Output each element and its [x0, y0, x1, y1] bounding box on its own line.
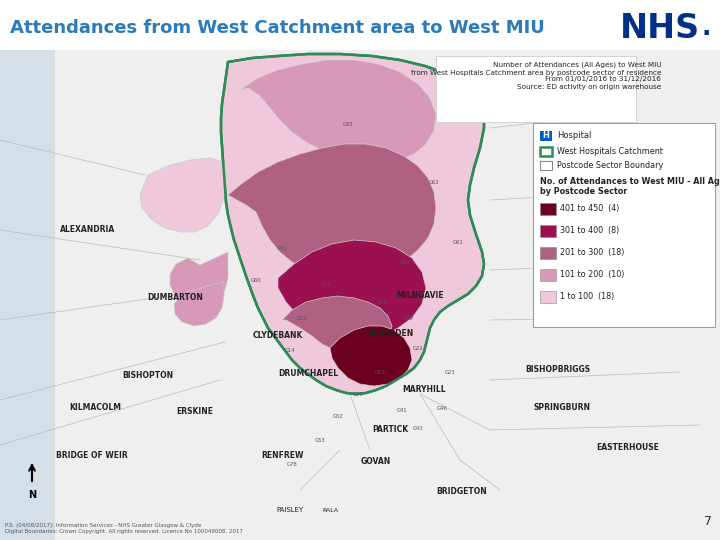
Text: G41: G41 [397, 408, 408, 413]
Text: G62: G62 [428, 179, 439, 185]
Text: BRIDGE OF WEIR: BRIDGE OF WEIR [56, 450, 128, 460]
Polygon shape [140, 158, 226, 232]
Text: LENNOXTOWN: LENNOXTOWN [533, 255, 595, 265]
Polygon shape [228, 144, 436, 278]
Bar [540, 161, 552, 170]
Text: SPRINGBURN: SPRINGBURN [534, 403, 590, 413]
Text: N: N [28, 490, 36, 500]
Text: G12: G12 [377, 300, 387, 305]
Text: G52: G52 [333, 414, 343, 418]
Text: KIRKINTILLOCH: KIRKINTILLOCH [577, 303, 643, 313]
Polygon shape [240, 60, 436, 162]
Text: G81: G81 [276, 246, 287, 251]
Bar [540, 203, 556, 215]
Bar [540, 225, 556, 237]
Text: ALEXANDRIA: ALEXANDRIA [60, 226, 116, 234]
Bar [540, 147, 552, 156]
Text: PARTICK: PARTICK [372, 426, 408, 435]
Text: 7: 7 [704, 515, 712, 528]
Text: G78: G78 [287, 462, 297, 468]
Text: G46: G46 [436, 406, 447, 410]
Text: G53: G53 [315, 437, 325, 442]
Text: GOVAN: GOVAN [361, 457, 391, 467]
Text: No. of Attendances to West MIU - All Ages
by Postcode Sector: No. of Attendances to West MIU - All Age… [540, 177, 720, 197]
Text: BRIDGETON: BRIDGETON [436, 488, 487, 496]
Text: Postcode Sector Boundary: Postcode Sector Boundary [557, 161, 663, 170]
Text: G61: G61 [453, 240, 464, 245]
Text: PAISLEY: PAISLEY [276, 507, 304, 513]
Text: West Hospitals Catchment: West Hospitals Catchment [557, 147, 663, 156]
Text: G11: G11 [374, 369, 385, 375]
Bar [540, 269, 556, 281]
Polygon shape [170, 252, 228, 308]
Bar [540, 131, 552, 141]
Text: DRUMCHAPEL: DRUMCHAPEL [278, 369, 338, 379]
Text: RALA: RALA [322, 508, 338, 512]
Text: G14: G14 [284, 348, 295, 353]
Text: G13: G13 [320, 281, 331, 287]
Text: CLYDEBANK: CLYDEBANK [253, 332, 303, 341]
FancyBboxPatch shape [436, 56, 636, 122]
Text: G83: G83 [343, 123, 354, 127]
Text: G22: G22 [413, 346, 423, 350]
Text: G43: G43 [413, 426, 423, 430]
Text: MILNGAVIE: MILNGAVIE [396, 292, 444, 300]
Polygon shape [330, 326, 412, 386]
Text: P.S. (04/08/2017): Information Services - NHS Greater Glasgow & Clyde
Digital Bo: P.S. (04/08/2017): Information Services … [5, 523, 243, 534]
Text: EASTERHOUSE: EASTERHOUSE [597, 443, 660, 453]
Text: 301 to 400  (8): 301 to 400 (8) [560, 226, 619, 235]
Text: G60: G60 [251, 278, 261, 282]
FancyBboxPatch shape [533, 123, 715, 327]
Bar [540, 247, 556, 259]
Text: Number of Attendances (All Ages) to West MIU
from West Hospitals Catchment area : Number of Attendances (All Ages) to West… [410, 62, 661, 90]
Text: Attendances from West Catchment area to West MIU: Attendances from West Catchment area to … [10, 19, 545, 37]
Text: 401 to 450  (4): 401 to 450 (4) [560, 204, 619, 213]
Text: DUMBARTON: DUMBARTON [147, 294, 203, 302]
Polygon shape [221, 54, 484, 394]
Text: BISHOPTON: BISHOPTON [122, 372, 174, 381]
Text: 1 to 100  (18): 1 to 100 (18) [560, 292, 614, 301]
Text: 201 to 300  (18): 201 to 300 (18) [560, 248, 624, 257]
Text: 101 to 200  (10): 101 to 200 (10) [560, 270, 624, 279]
Polygon shape [282, 296, 392, 354]
Text: G51: G51 [353, 392, 364, 396]
Text: BISHOPBRIGGS: BISHOPBRIGGS [526, 366, 590, 375]
Text: BEARSDEN: BEARSDEN [367, 329, 413, 339]
Text: G63: G63 [400, 260, 410, 265]
Bar [540, 291, 556, 303]
Text: MARYHILL: MARYHILL [402, 386, 446, 395]
Text: KILMACOLM: KILMACOLM [69, 403, 121, 413]
Text: H: H [543, 132, 549, 140]
Text: G15: G15 [297, 315, 307, 321]
Text: G20: G20 [402, 315, 413, 321]
Text: Hospital: Hospital [557, 131, 591, 140]
Text: NHS: NHS [620, 11, 700, 44]
Polygon shape [174, 282, 224, 326]
Text: RENFREW: RENFREW [261, 450, 303, 460]
Bar [0, 50, 55, 540]
Text: G23: G23 [445, 369, 455, 375]
Polygon shape [278, 240, 426, 340]
Text: ERSKINE: ERSKINE [176, 408, 214, 416]
Text: .: . [702, 16, 711, 40]
